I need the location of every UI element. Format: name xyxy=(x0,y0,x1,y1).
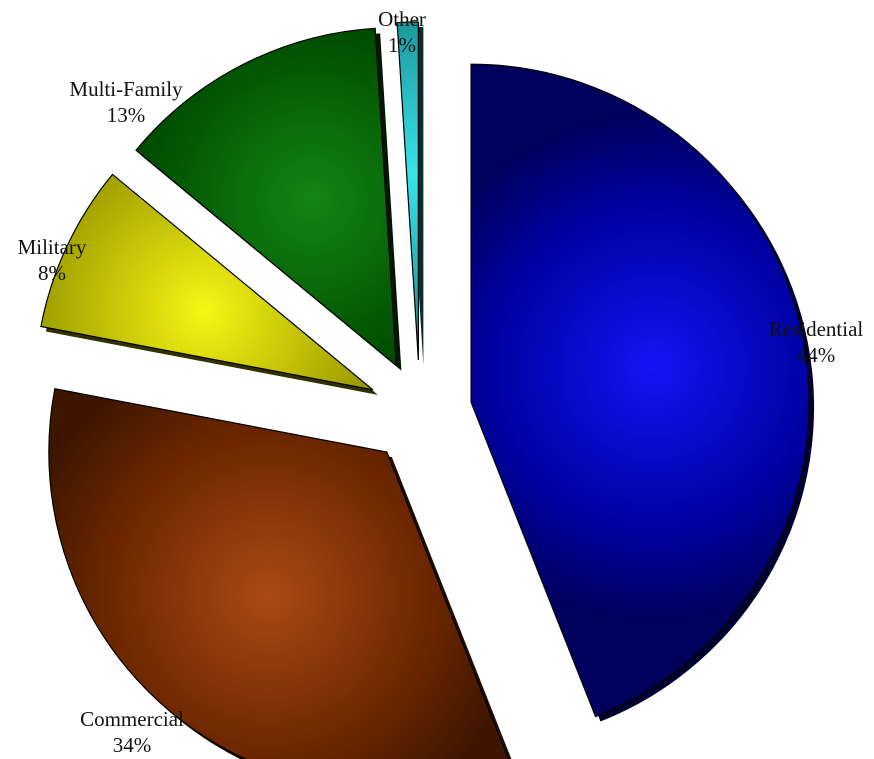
slice-percent: 34% xyxy=(113,733,152,757)
slice-label-military: Military 8% xyxy=(18,235,87,285)
slice-label-commercial: Commercial 34% xyxy=(80,707,184,757)
slice-percent: 13% xyxy=(107,103,146,127)
slice-residential xyxy=(470,63,810,718)
slice-name: Multi-Family xyxy=(69,77,183,101)
slice-label-residential: Residential 44% xyxy=(769,317,864,367)
slices xyxy=(40,21,810,759)
slice-label-other: Other 1% xyxy=(378,7,426,57)
slice-commercial xyxy=(48,388,510,759)
slice-name: Other xyxy=(378,7,426,31)
slice-percent: 44% xyxy=(797,343,836,367)
slice-label-multi-family: Multi-Family 13% xyxy=(69,77,183,127)
slice-name: Commercial xyxy=(80,707,184,731)
slice-military xyxy=(40,173,374,391)
slice-name: Military xyxy=(18,235,87,259)
slice-percent: 1% xyxy=(388,33,416,57)
slice-percent: 8% xyxy=(38,261,66,285)
slice-labels: Residential 44% Commercial 34% Military 8% Mul… xyxy=(18,7,864,757)
slice-name: Residential xyxy=(769,317,864,341)
slice-other xyxy=(396,21,419,361)
slice-multi-family xyxy=(135,27,398,368)
